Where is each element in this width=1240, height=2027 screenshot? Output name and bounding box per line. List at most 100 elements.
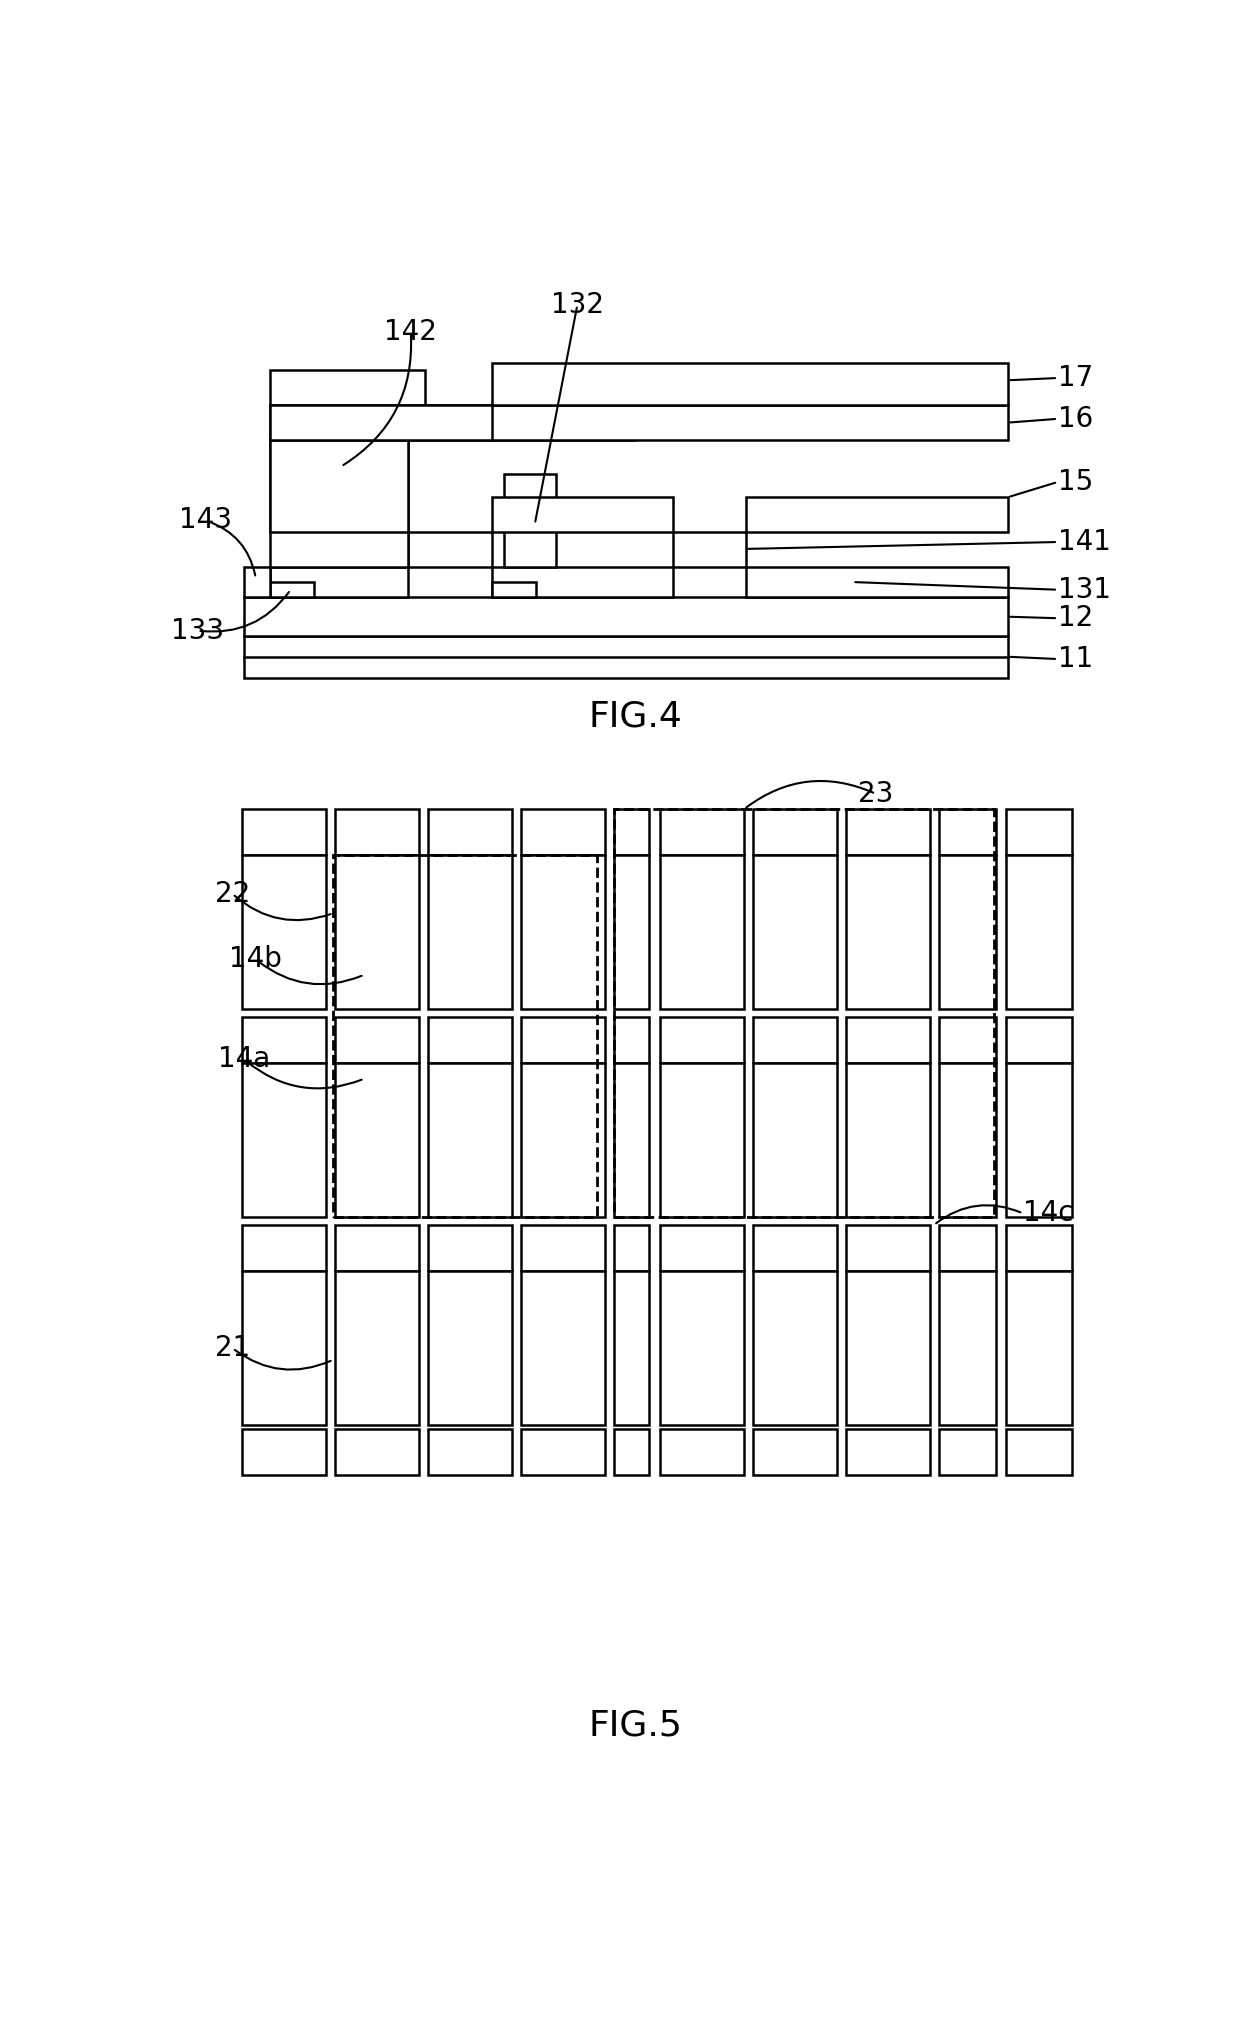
Bar [1006,1429,1071,1476]
Bar [270,440,408,531]
Bar [270,405,495,440]
Text: 14a: 14a [218,1046,270,1074]
Bar [754,1064,837,1218]
Text: 17: 17 [1058,365,1094,391]
Bar [335,1271,419,1425]
Text: FIG.5: FIG.5 [589,1709,682,1743]
Bar [847,809,930,855]
Bar [754,1271,837,1425]
Text: 132: 132 [551,290,604,318]
Bar [754,855,837,1009]
Bar [492,568,672,598]
Bar [614,1064,649,1218]
Bar [754,809,837,855]
Bar [940,855,996,1009]
Text: 23: 23 [858,780,894,809]
Bar [270,440,408,568]
Bar [754,1429,837,1476]
Bar [521,1271,605,1425]
Bar [1006,1064,1071,1218]
Bar [614,1429,649,1476]
Bar [492,497,672,531]
Bar [1006,1271,1071,1425]
Bar [270,568,408,598]
Text: 16: 16 [1058,405,1094,434]
Bar [614,1224,649,1271]
Bar [847,855,930,1009]
Bar [754,1224,837,1271]
Bar [521,1224,605,1271]
Bar [334,855,596,1218]
Bar [492,405,1007,440]
Bar [242,1224,325,1271]
Bar [940,1224,996,1271]
Bar [940,809,996,855]
Bar [521,1064,605,1218]
Bar [614,855,649,1009]
Bar [335,1018,419,1064]
Bar [503,474,557,513]
Bar [940,1064,996,1218]
Bar [660,855,744,1009]
Bar [428,1018,511,1064]
Text: 22: 22 [215,880,250,908]
Bar [428,855,511,1009]
Text: FIG.4: FIG.4 [589,699,682,734]
Bar [428,809,511,855]
Text: 11: 11 [1058,645,1094,673]
Bar [335,809,419,855]
Bar [242,855,325,1009]
Bar [335,855,419,1009]
Bar [847,1271,930,1425]
Text: 12: 12 [1058,604,1094,632]
Text: 143: 143 [179,507,232,535]
Bar [660,1429,744,1476]
Text: 133: 133 [171,616,224,645]
Text: 15: 15 [1058,468,1094,497]
Bar [614,1018,649,1064]
Bar [492,363,1007,405]
Text: 141: 141 [1058,527,1111,555]
Bar [1006,809,1071,855]
Bar [521,855,605,1009]
Bar [1006,855,1071,1009]
Bar [242,1271,325,1425]
Bar [503,513,557,568]
Text: 14c: 14c [1023,1200,1074,1228]
Bar [754,1018,837,1064]
Bar [847,1224,930,1271]
Bar [660,1064,744,1218]
Bar [428,1064,511,1218]
Bar [270,405,634,440]
Bar [847,1429,930,1476]
Bar [428,1429,511,1476]
Bar [270,582,314,598]
Bar [745,497,1007,531]
Bar [242,1018,325,1064]
Bar [244,598,1007,636]
Bar [242,1429,325,1476]
Bar [614,1271,649,1425]
Bar [335,1429,419,1476]
Bar [242,1064,325,1218]
Bar [492,582,536,598]
Bar [335,1064,419,1218]
Bar [660,1018,744,1064]
Bar [1006,1224,1071,1271]
Bar [940,1271,996,1425]
Bar [428,1271,511,1425]
Bar [244,636,1007,679]
Bar [408,531,492,568]
Bar [745,568,1007,598]
Bar [335,1224,419,1271]
Bar [521,809,605,855]
Bar [1006,1018,1071,1064]
Bar [660,809,744,855]
Bar [242,809,325,855]
Bar [940,1018,996,1064]
Bar [614,809,649,855]
Bar [847,1018,930,1064]
Bar [270,371,424,405]
Text: 142: 142 [384,318,438,347]
Text: 14b: 14b [229,945,283,973]
